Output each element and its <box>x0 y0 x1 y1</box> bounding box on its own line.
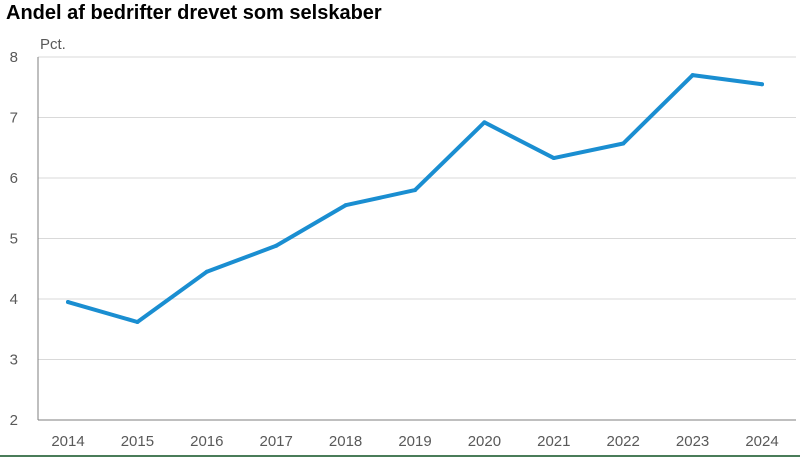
x-tick-label: 2017 <box>260 433 293 450</box>
data-point <box>135 319 140 324</box>
gridlines <box>0 56 800 457</box>
x-tick-labels: 2014 2015 2016 2017 2018 2019 2020 2021 2022 2023… <box>51 433 778 450</box>
data-point <box>482 120 487 125</box>
series-line <box>66 73 764 324</box>
series-group <box>66 73 764 324</box>
y-axis-unit-label: Pct. <box>40 36 66 53</box>
x-tick-label: 2024 <box>745 433 778 450</box>
data-point <box>690 73 695 78</box>
x-tick-label: 2016 <box>190 433 223 450</box>
chart-title: Andel af bedrifter drevet som selskaber <box>6 2 382 24</box>
x-tick-label: 2023 <box>676 433 709 450</box>
x-tick-label: 2020 <box>468 433 501 450</box>
data-point <box>204 269 209 274</box>
data-point <box>551 156 556 161</box>
data-point <box>343 203 348 208</box>
data-point <box>66 300 70 305</box>
data-point <box>621 141 626 146</box>
x-tick-label: 2022 <box>607 433 640 450</box>
y-tick-label: 4 <box>10 291 18 308</box>
data-point <box>274 243 279 248</box>
y-tick-label: 8 <box>10 49 18 66</box>
data-point <box>413 188 417 193</box>
x-tick-label: 2015 <box>121 433 154 450</box>
x-tick-label: 2021 <box>537 433 570 450</box>
y-tick-label: 3 <box>10 352 18 369</box>
y-tick-label: 6 <box>10 170 18 187</box>
y-tick-label: 2 <box>10 412 18 429</box>
y-tick-label: 7 <box>10 110 18 127</box>
x-tick-label: 2019 <box>398 433 431 450</box>
x-tick-label: 2018 <box>329 433 362 450</box>
y-tick-labels: 2 3 4 5 6 7 8 <box>10 49 18 429</box>
x-tick-label: 2014 <box>51 433 84 450</box>
y-tick-label: 5 <box>10 231 18 248</box>
data-point <box>760 82 764 87</box>
